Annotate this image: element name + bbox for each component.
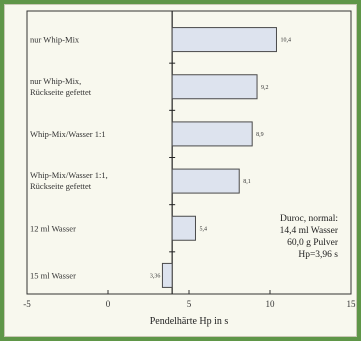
value-label: 10,4 bbox=[280, 38, 291, 44]
value-label: 3,36 bbox=[150, 273, 161, 279]
category-label: Whip-Mix/Wasser 1:1 bbox=[30, 129, 106, 139]
x-axis-label: Pendelhärte Hp in s bbox=[150, 316, 229, 327]
category-label: nur Whip-Mix, Rückseite gefettet bbox=[30, 76, 92, 97]
bar-chart: nur Whip-Mix 10,4 nur Whip-Mix, Rückseite g… bbox=[23, 10, 357, 327]
annotation-line: 60,0 g Pulver bbox=[287, 238, 339, 248]
bar bbox=[171, 121, 253, 147]
bar bbox=[171, 168, 240, 194]
chart-panel: nur Whip-Mix 10,4 nur Whip-Mix, Rückseite g… bbox=[4, 4, 357, 337]
bar bbox=[171, 215, 196, 241]
x-tick-label: 15 bbox=[347, 299, 357, 309]
x-tick-label: 5 bbox=[187, 299, 192, 309]
annotation-line: Hp=3,96 s bbox=[298, 250, 338, 260]
value-label: 8,9 bbox=[256, 132, 264, 138]
category-label: nur Whip-Mix bbox=[30, 35, 80, 45]
category-label: Whip-Mix/Wasser 1:1, Rückseite gefettet bbox=[30, 170, 108, 191]
category-label: 12 ml Wasser bbox=[30, 223, 76, 233]
bar bbox=[171, 27, 277, 53]
annotation-line: 14,4 ml Wasser bbox=[280, 226, 339, 236]
value-label: 9,2 bbox=[261, 85, 269, 91]
value-label: 5,4 bbox=[199, 226, 207, 232]
x-tick-label: 10 bbox=[266, 299, 276, 309]
x-tick-label: -5 bbox=[23, 299, 31, 309]
bar bbox=[161, 262, 173, 288]
value-label: 8,1 bbox=[243, 179, 251, 185]
category-label: 15 ml Wasser bbox=[30, 270, 76, 280]
bar bbox=[171, 74, 258, 100]
annotation-line: Duroc, normal: bbox=[280, 214, 338, 224]
x-tick-label: 0 bbox=[106, 299, 111, 309]
